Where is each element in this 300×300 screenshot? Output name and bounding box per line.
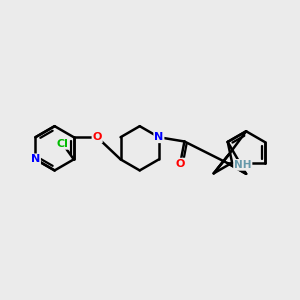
Text: Cl: Cl [57,139,69,149]
Text: N: N [154,132,164,142]
Text: O: O [176,159,185,169]
Text: N: N [31,154,40,164]
Text: NH: NH [234,160,251,170]
Text: O: O [92,132,102,142]
